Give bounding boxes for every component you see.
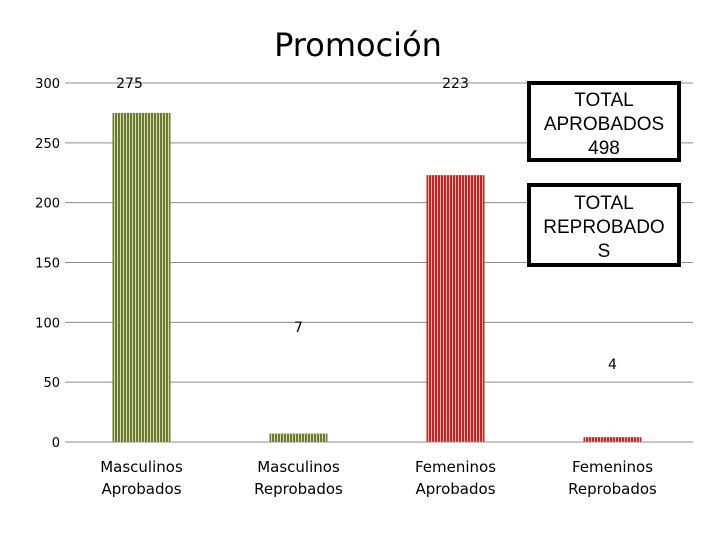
data-label-3: 223 (442, 76, 469, 92)
chart-title: Promoción (274, 26, 442, 64)
total-failed-line-1: TOTAL (574, 193, 633, 214)
total-failed-line-3: S (598, 241, 611, 262)
category-label-4-line-1: Femeninos (572, 458, 653, 476)
category-label-1-line-2: Aprobados (101, 480, 181, 498)
bar-1 (112, 112, 171, 443)
y-tick-label-300: 300 (35, 77, 60, 92)
x-axis-categories: Masculinos Aprobados Masculinos Reprobados F… (100, 458, 657, 498)
y-axis-ticks: 0 50 100 150 200 250 300 (35, 77, 60, 451)
category-label-4-line-2: Reprobados (568, 480, 657, 498)
y-tick-label-0: 0 (52, 436, 60, 451)
category-label-1-line-1: Masculinos (100, 458, 183, 476)
total-approved-box: TOTAL APROBADOS 498 (527, 81, 681, 162)
total-approved-frame (527, 81, 681, 162)
bar-3 (426, 175, 485, 443)
data-label-1: 275 (116, 76, 143, 92)
y-tick-label-250: 250 (35, 137, 60, 152)
y-tick-label-150: 150 (35, 257, 60, 272)
category-label-2-line-1: Masculinos (257, 458, 340, 476)
total-failed-box: TOTAL REPROBADO S (527, 183, 681, 267)
category-label-2-line-2: Reprobados (254, 480, 343, 498)
y-tick-label-50: 50 (43, 376, 60, 391)
y-tick-label-200: 200 (35, 197, 60, 212)
y-tick-label-100: 100 (35, 316, 60, 331)
data-label-2: 7 (294, 320, 303, 336)
total-approved-line-2: APROBADOS (544, 114, 664, 135)
bars (112, 112, 642, 443)
category-label-3-line-1: Femeninos (415, 458, 496, 476)
bar-2 (269, 433, 328, 442)
total-approved-line-3: 498 (588, 138, 620, 159)
total-approved-line-1: TOTAL (574, 90, 633, 111)
data-label-4: 4 (608, 357, 617, 373)
data-labels: 275 7 223 4 (116, 76, 617, 373)
total-failed-frame (527, 183, 681, 267)
bar-4 (583, 437, 642, 442)
total-failed-line-2: REPROBADO (543, 217, 664, 238)
category-label-3-line-2: Aprobados (415, 480, 495, 498)
